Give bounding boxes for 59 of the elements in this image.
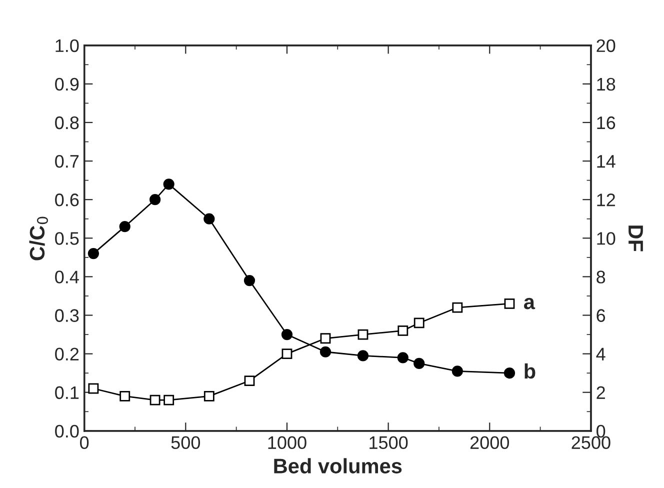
point <box>88 248 100 260</box>
point <box>204 213 215 224</box>
point <box>320 346 332 358</box>
point <box>397 352 408 364</box>
y-tick-label: 0.2 <box>55 348 79 361</box>
point <box>244 376 255 386</box>
series-label: b <box>524 363 536 379</box>
point <box>504 368 516 379</box>
point <box>452 302 463 313</box>
series-label: a <box>524 298 536 310</box>
y2-tick-label: 14 <box>597 155 616 168</box>
point <box>150 194 161 206</box>
y-tick-label: 0.7 <box>55 154 79 168</box>
y-tick-label: 0.1 <box>55 386 79 400</box>
x-tick-label: 1000 <box>268 436 306 450</box>
point <box>504 298 515 309</box>
y-tick-label: 0.4 <box>55 270 79 284</box>
point <box>358 329 368 340</box>
y-tick-label: 1.0 <box>56 39 79 52</box>
y-tick-label: 0.3 <box>55 309 79 322</box>
point <box>281 328 293 340</box>
point <box>414 358 425 369</box>
y-axis-title: C/C$_{0}$ <box>29 216 48 260</box>
point <box>414 318 424 328</box>
y2-tick-label: 6 <box>596 309 606 322</box>
y2-tick-label: 12 <box>597 194 615 206</box>
x-tick-label: 1500 <box>370 436 408 450</box>
point <box>282 348 292 360</box>
point <box>88 383 99 394</box>
x-tick-label: 2000 <box>470 436 510 450</box>
y-tick-label: 0.5 <box>55 232 79 245</box>
x-axis-title: Bed volumes <box>274 458 402 474</box>
point <box>357 350 369 362</box>
point <box>164 394 174 406</box>
x-tick-label: 2500 <box>572 436 610 450</box>
y2-tick-label: 2 <box>596 386 605 399</box>
x-tick-label: 500 <box>171 436 200 450</box>
y2-tick-label: 16 <box>597 116 616 130</box>
x-tick-label: 0 <box>80 436 89 450</box>
y2-tick-label: 18 <box>597 78 616 91</box>
point <box>244 274 256 286</box>
point <box>150 394 160 406</box>
y-tick-label: 0.0 <box>55 424 79 438</box>
y-tick-label: 0.6 <box>55 194 79 206</box>
y2-tick-label: 20 <box>596 39 616 52</box>
point <box>452 366 463 377</box>
y2-tick-label: 8 <box>596 270 606 284</box>
point <box>398 325 408 336</box>
point <box>119 221 130 232</box>
y2-tick-label: 0 <box>596 424 606 438</box>
point <box>204 391 214 402</box>
y-tick-label: 0.8 <box>55 116 79 130</box>
point <box>320 333 331 344</box>
y2-tick-label: 4 <box>596 348 606 360</box>
point <box>120 391 130 402</box>
point <box>163 178 174 190</box>
y2-tick-label: 10 <box>597 232 616 245</box>
y-tick-label: 0.9 <box>55 78 79 91</box>
y2-axis-title: DF <box>628 226 643 252</box>
